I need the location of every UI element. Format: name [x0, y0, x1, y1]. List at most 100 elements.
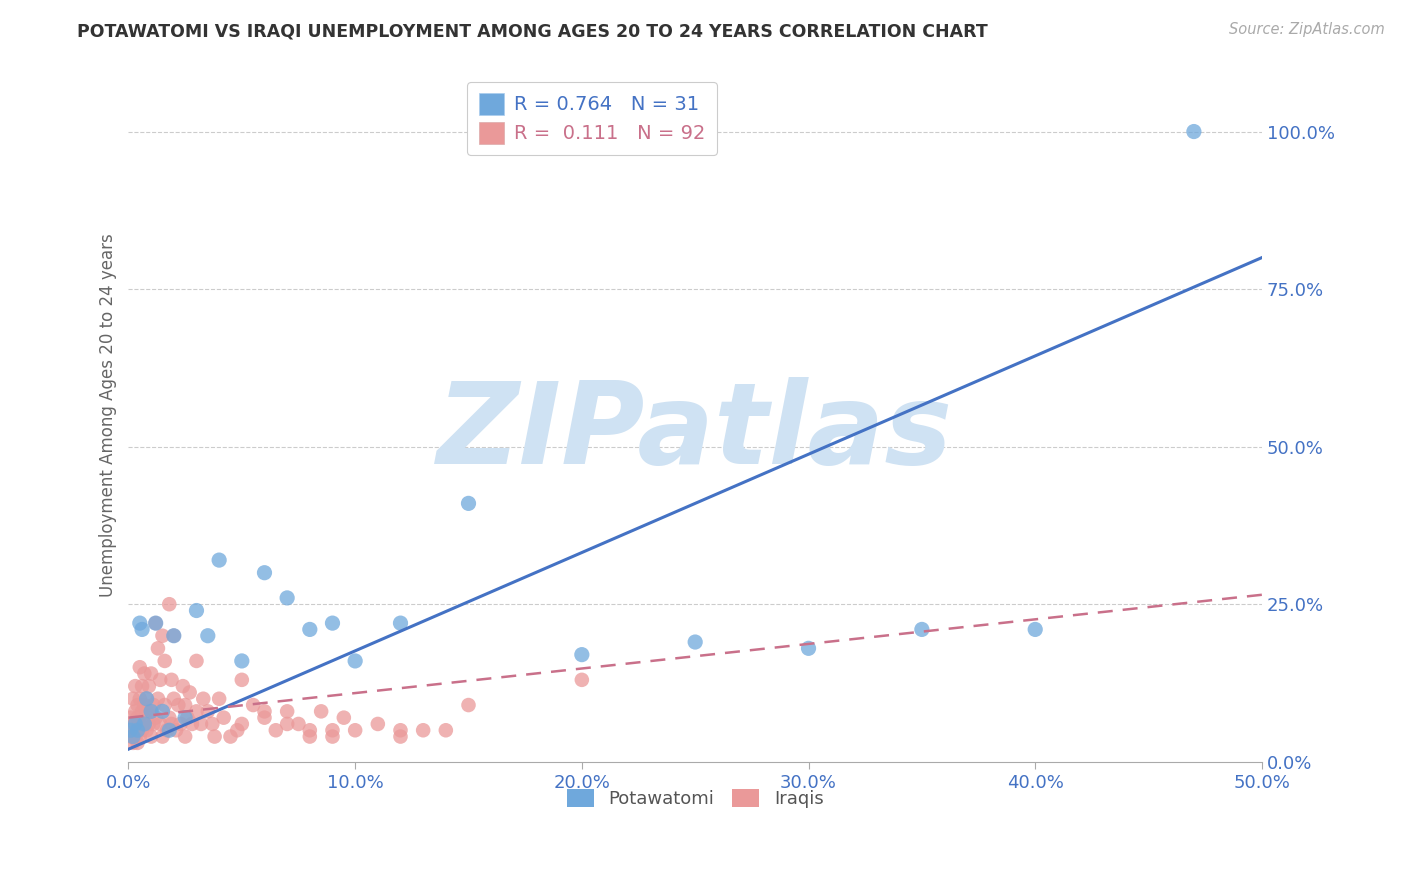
Point: [124, 730, 146, 744]
Point: [134, 717, 156, 731]
Point: [120, 723, 142, 738]
Legend: Potawatomi, Iraqis: Potawatomi, Iraqis: [560, 781, 831, 815]
Point: [298, 723, 321, 738]
Point: [139, 704, 162, 718]
Point: [152, 730, 174, 744]
Point: [135, 691, 157, 706]
Point: [231, 673, 253, 687]
Point: [145, 711, 167, 725]
Point: [212, 711, 235, 725]
Point: [156, 723, 179, 738]
Y-axis label: Unemployment Among Ages 20 to 24 years: Unemployment Among Ages 20 to 24 years: [100, 234, 117, 597]
Point: [1024, 623, 1046, 637]
Point: [153, 698, 176, 712]
Point: [127, 736, 149, 750]
Point: [120, 730, 142, 744]
Point: [201, 717, 224, 731]
Point: [152, 629, 174, 643]
Point: [457, 496, 479, 510]
Point: [135, 704, 157, 718]
Point: [174, 711, 197, 725]
Point: [276, 704, 298, 718]
Point: [163, 691, 186, 706]
Point: [138, 717, 160, 731]
Point: [174, 730, 197, 744]
Point: [253, 566, 276, 580]
Point: [142, 698, 165, 712]
Point: [264, 723, 287, 738]
Point: [163, 629, 186, 643]
Point: [193, 691, 215, 706]
Point: [276, 717, 298, 731]
Point: [134, 666, 156, 681]
Point: [190, 717, 212, 731]
Point: [231, 654, 253, 668]
Point: [344, 723, 367, 738]
Text: Source: ZipAtlas.com: Source: ZipAtlas.com: [1229, 22, 1385, 37]
Point: [157, 723, 180, 738]
Point: [309, 704, 332, 718]
Point: [457, 698, 479, 712]
Point: [145, 616, 167, 631]
Point: [128, 717, 150, 731]
Point: [434, 723, 457, 738]
Point: [253, 711, 276, 725]
Point: [124, 717, 146, 731]
Point: [911, 623, 934, 637]
Point: [181, 717, 204, 731]
Point: [333, 711, 356, 725]
Point: [176, 711, 198, 725]
Point: [145, 616, 167, 631]
Point: [124, 723, 146, 738]
Point: [122, 730, 145, 744]
Point: [128, 616, 150, 631]
Point: [122, 736, 145, 750]
Point: [389, 723, 412, 738]
Point: [149, 673, 172, 687]
Point: [120, 711, 142, 725]
Point: [231, 717, 253, 731]
Point: [186, 603, 208, 617]
Point: [139, 704, 162, 718]
Point: [344, 654, 367, 668]
Point: [412, 723, 434, 738]
Point: [389, 616, 412, 631]
Point: [197, 704, 219, 718]
Point: [146, 691, 169, 706]
Point: [208, 553, 231, 567]
Point: [127, 711, 149, 725]
Point: [204, 730, 226, 744]
Point: [174, 698, 197, 712]
Point: [167, 698, 190, 712]
Point: [276, 591, 298, 605]
Point: [134, 717, 156, 731]
Text: ZIPatlas: ZIPatlas: [437, 377, 953, 488]
Point: [157, 597, 180, 611]
Point: [127, 723, 149, 738]
Point: [389, 730, 412, 744]
Point: [242, 698, 264, 712]
Point: [139, 666, 162, 681]
Point: [131, 723, 153, 738]
Point: [149, 717, 172, 731]
Point: [226, 723, 249, 738]
Point: [367, 717, 389, 731]
Point: [131, 679, 153, 693]
Point: [152, 704, 174, 718]
Point: [571, 673, 593, 687]
Point: [128, 730, 150, 744]
Point: [321, 616, 343, 631]
Point: [169, 717, 191, 731]
Point: [298, 730, 321, 744]
Point: [321, 730, 343, 744]
Point: [127, 698, 149, 712]
Point: [219, 730, 242, 744]
Point: [138, 679, 160, 693]
Point: [157, 711, 180, 725]
Point: [135, 691, 157, 706]
Point: [160, 717, 183, 731]
Point: [134, 698, 156, 712]
Point: [298, 623, 321, 637]
Point: [179, 685, 201, 699]
Point: [122, 717, 145, 731]
